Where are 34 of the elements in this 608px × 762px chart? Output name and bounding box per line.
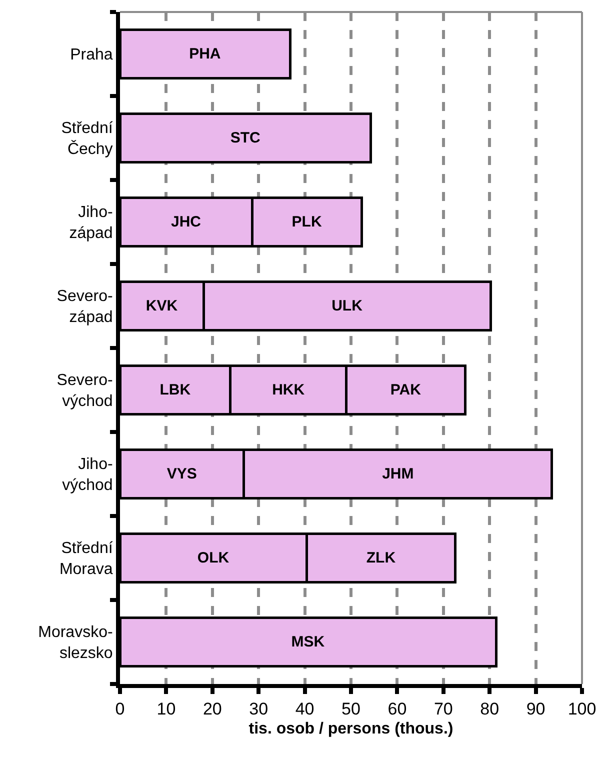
x-tick-label: 10 xyxy=(156,699,176,718)
x-tick-label: 50 xyxy=(342,699,360,718)
x-tick-label: 80 xyxy=(480,699,500,718)
data-label: MSK xyxy=(291,634,325,650)
x-tick-label: 60 xyxy=(388,699,407,718)
data-label: PHA xyxy=(189,46,221,62)
y-tick-label: Střední Morava xyxy=(59,540,114,578)
y-tick-label: Severo- západ xyxy=(56,288,113,326)
data-label: OLK xyxy=(197,550,230,566)
data-label: JHM xyxy=(382,466,414,482)
x-tick-label: 90 xyxy=(526,699,546,718)
x-tick-label: 0 xyxy=(115,699,125,718)
x-tick-label: 100 xyxy=(568,699,596,718)
x-tick-label: 40 xyxy=(295,699,314,718)
data-label: VYS xyxy=(166,466,197,482)
y-tick-label: Střední Čechy xyxy=(61,120,114,158)
x-tick-label: 70 xyxy=(434,699,453,718)
x-tick-label: 30 xyxy=(249,699,268,718)
data-label: JHC xyxy=(170,214,202,230)
y-tick-label: Jiho- západ xyxy=(69,204,113,242)
x-axis-title: tis. osob / persons (thous.) xyxy=(248,720,454,738)
data-label: HKK xyxy=(272,382,305,398)
y-tick-label: Moravsko- slezsko xyxy=(38,624,113,662)
data-label: LBK xyxy=(160,382,191,398)
data-label: KVK xyxy=(146,298,178,314)
data-label: ULK xyxy=(332,298,363,314)
y-tick-label: Jiho- východ xyxy=(62,456,113,494)
data-label: PLK xyxy=(292,214,322,230)
y-tick-label: Severo- východ xyxy=(56,372,113,410)
data-label: ZLK xyxy=(366,550,396,566)
x-tick-label: 20 xyxy=(202,699,222,718)
data-label: PAK xyxy=(390,382,422,398)
y-tick-label: Praha xyxy=(70,46,113,64)
data-label: STC xyxy=(230,130,261,146)
